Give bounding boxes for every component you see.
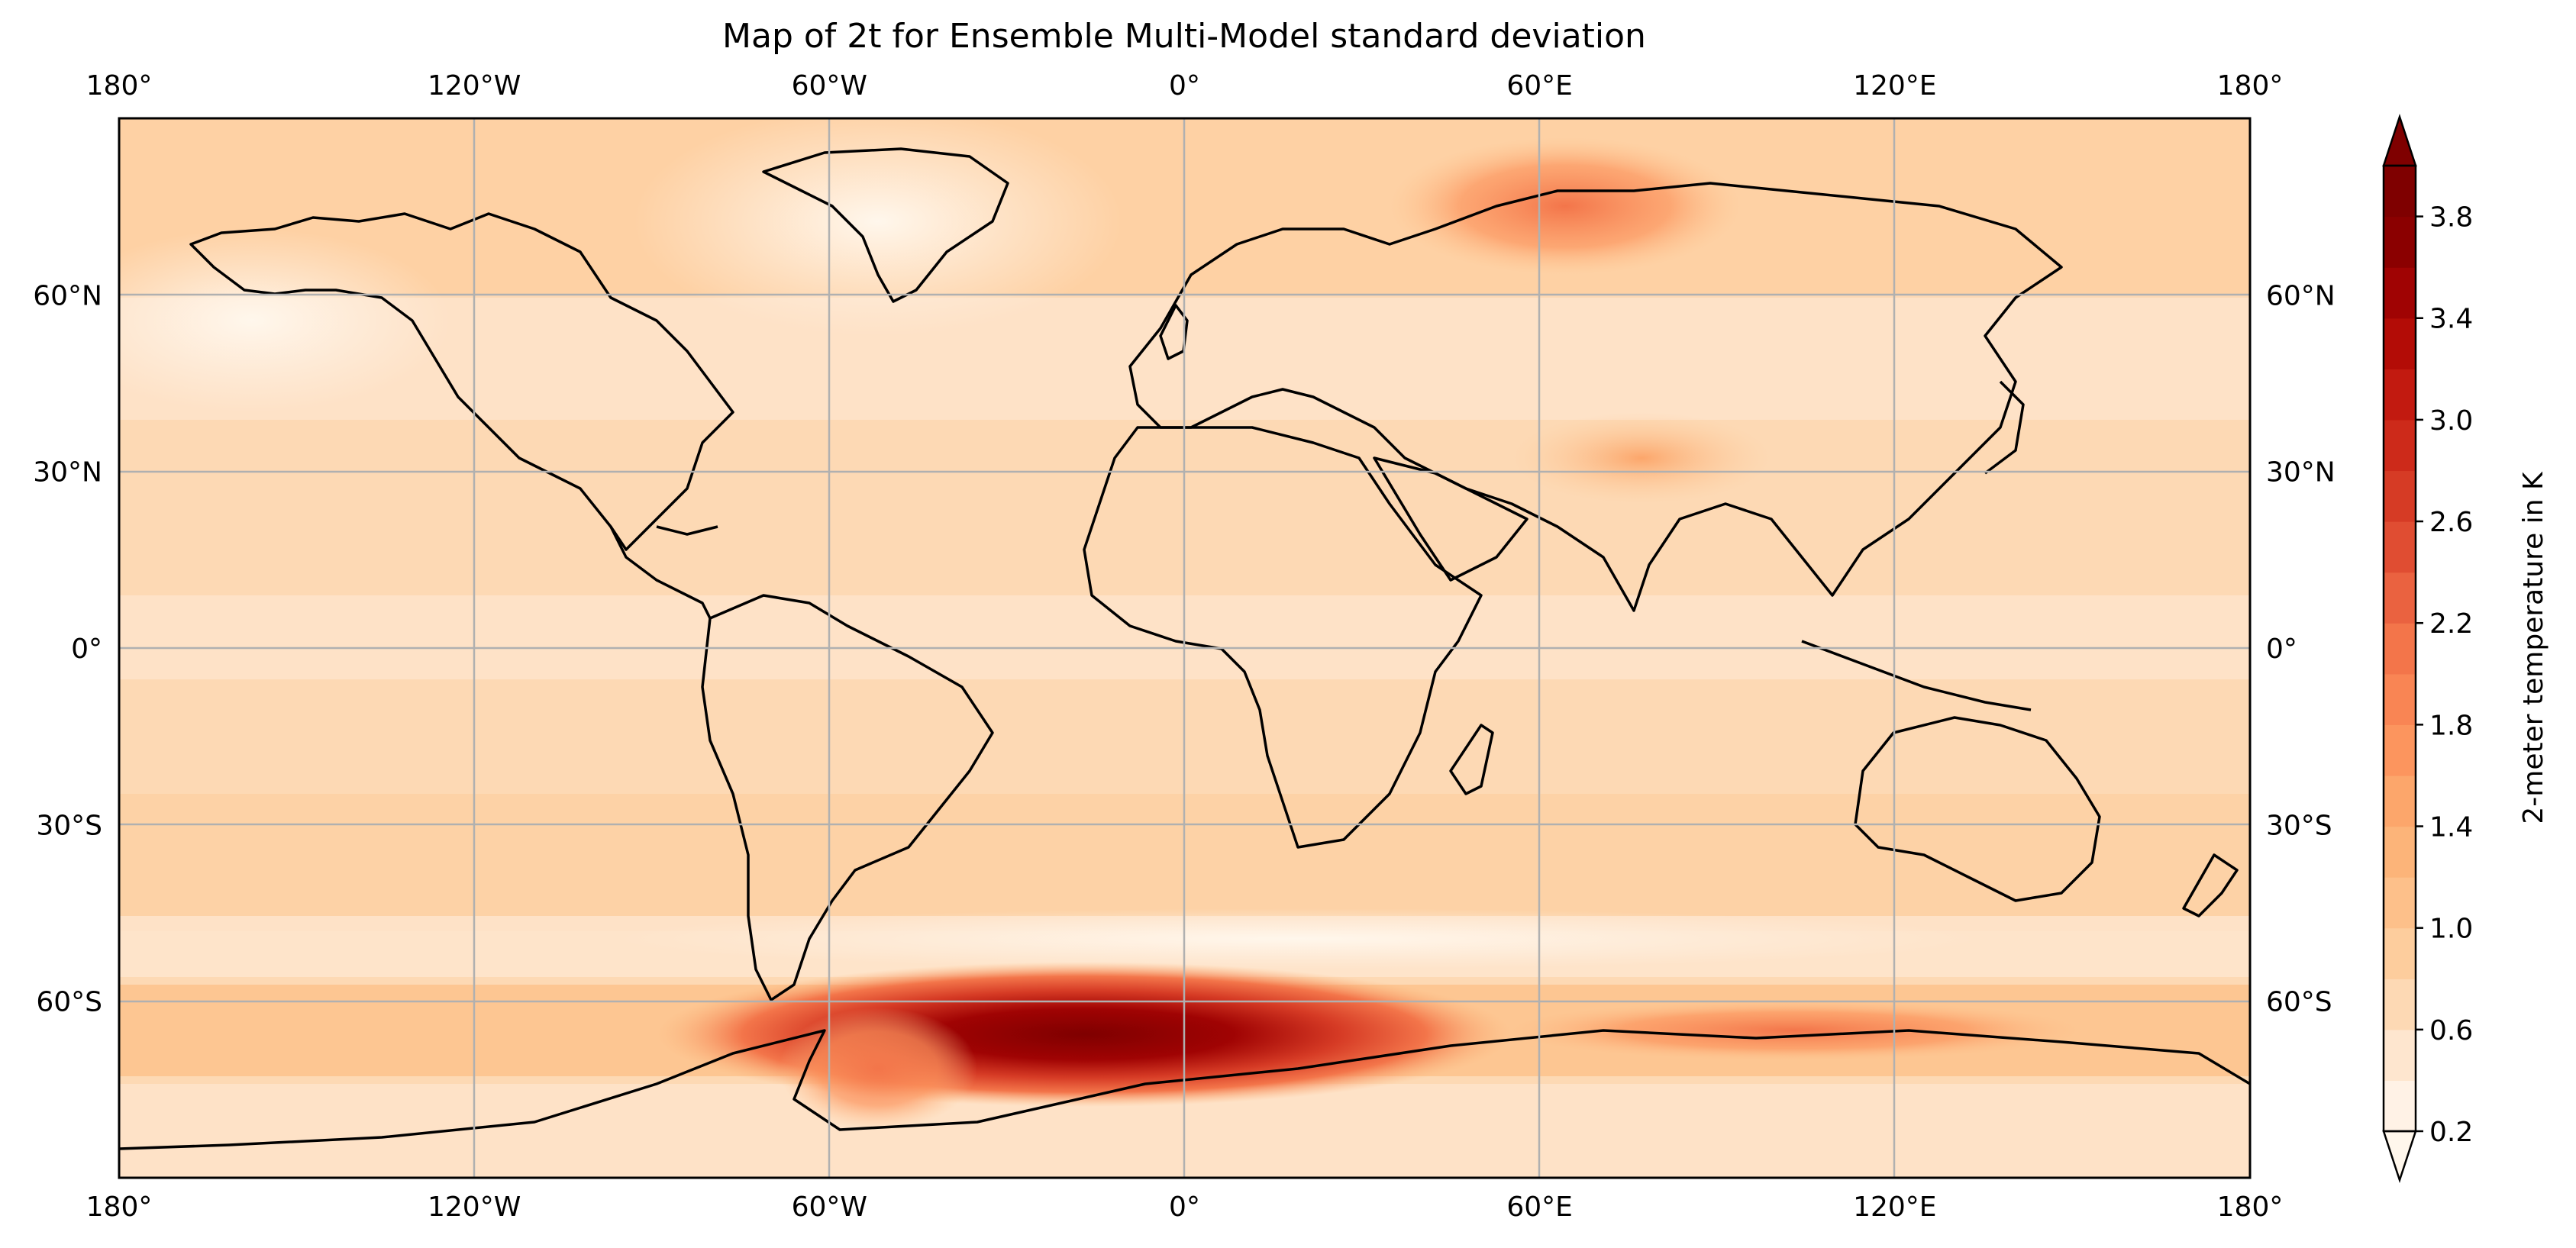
- colorbar-tick-label: 3.4: [2429, 304, 2473, 335]
- lat-tick-label-left: 60°S: [36, 987, 102, 1018]
- colorbar-segment: [2384, 979, 2416, 1030]
- colorbar-segment: [2384, 927, 2416, 979]
- colorbar-tick-label: 2.6: [2429, 507, 2473, 538]
- coastline-central-america: [609, 526, 712, 619]
- lat-tick-label-left: 30°N: [33, 457, 102, 489]
- colorbar-tick-label: 3.0: [2429, 405, 2473, 437]
- colorbar-segment: [2384, 724, 2416, 776]
- colorbar: 0.2 0.6 1.0 1.4 1.8 2.2 2.6 3.0 3.4 3.8 2-meter t…: [2382, 113, 2549, 1184]
- coastline-north-america: [189, 212, 734, 551]
- lon-tick-label-bottom: 60°W: [792, 1192, 867, 1223]
- coastline-antarctica: [119, 1029, 2250, 1150]
- field-hotspot-east-antarctic: [1504, 1000, 2084, 1061]
- colorbar-segment: [2384, 572, 2416, 624]
- lon-tick-label-top: 60°W: [792, 70, 867, 102]
- lat-tick-label-right: 0°: [2266, 634, 2297, 665]
- colorbar-label: 2-meter temperature in K: [2518, 471, 2549, 824]
- coastline-greenland: [762, 147, 1009, 303]
- colorbar-tick-label: 1.0: [2429, 914, 2473, 945]
- colorbar-tick-label: 0.6: [2429, 1015, 2473, 1046]
- lat-tick-labels-left: 60°N 30°N 0° 30°S 60°S: [33, 280, 102, 1017]
- colorbar-tick-label: 1.8: [2429, 710, 2473, 741]
- colorbar-segment: [2384, 877, 2416, 929]
- colorbar-segment: [2384, 216, 2416, 268]
- field-coldspot-north-pacific: [119, 229, 450, 412]
- colorbar-segment: [2384, 521, 2416, 573]
- coastline-uk: [1159, 304, 1189, 360]
- map-frame: [118, 117, 2252, 1179]
- colorbar-segment: [2384, 1080, 2416, 1132]
- lon-tick-label-bottom: 120°E: [1853, 1192, 1936, 1223]
- colorbar-segment: [2384, 267, 2416, 319]
- colorbar-frame: [2382, 164, 2417, 1133]
- gridlines: [119, 118, 2250, 1178]
- lat-tick-label-right: 30°N: [2266, 457, 2336, 489]
- chart-title: Map of 2t for Ensemble Multi-Model stand…: [722, 17, 1646, 56]
- coastline-indonesia: [1801, 640, 2032, 711]
- lon-tick-label-bottom: 180°: [2217, 1192, 2284, 1223]
- field-hotspot-siberia: [1390, 137, 1741, 275]
- coastline-new-zealand: [2182, 853, 2239, 917]
- lat-tick-labels-right: 60°N 30°N 0° 30°S 60°S: [2266, 280, 2336, 1017]
- lon-tick-label-top: 120°E: [1853, 70, 1936, 102]
- lat-tick-label-left: 30°S: [36, 810, 102, 841]
- lon-tick-label-top: 0°: [1169, 70, 1200, 102]
- colorbar-tick-label: 2.2: [2429, 608, 2473, 640]
- colorbar-segment: [2384, 623, 2416, 675]
- colorbar-tick-label: 0.2: [2429, 1117, 2473, 1148]
- colorbar-segment: [2384, 826, 2416, 878]
- field-hotspot-antarctic-peninsula: [779, 1008, 977, 1130]
- lon-tick-label-bottom: 0°: [1169, 1192, 1200, 1223]
- colorbar-segment: [2384, 166, 2416, 218]
- colorbar-segments: [2384, 166, 2416, 1132]
- colorbar-tick-label: 1.4: [2429, 812, 2473, 843]
- coastline-arabia: [1373, 456, 1528, 582]
- lat-tick-label-left: 0°: [71, 634, 102, 665]
- colorbar-segment: [2384, 673, 2416, 725]
- map-area[interactable]: [53, 107, 2250, 1178]
- coastline-madagascar: [1449, 724, 1494, 795]
- colorbar-tick-label: 3.8: [2429, 202, 2473, 234]
- colorbar-extend-under: [2382, 1130, 2417, 1184]
- lon-tick-label-bottom: 60°E: [1506, 1192, 1573, 1223]
- coastline-japan: [1984, 380, 2025, 475]
- lat-tick-label-right: 30°S: [2266, 810, 2332, 841]
- lat-tick-label-right: 60°S: [2266, 987, 2332, 1018]
- colorbar-segment: [2384, 318, 2416, 369]
- lon-tick-label-top: 120°W: [428, 70, 521, 102]
- lat-tick-label-left: 60°N: [33, 280, 102, 311]
- colorbar-extend-over: [2382, 113, 2417, 167]
- lon-tick-label-bottom: 120°W: [428, 1192, 521, 1223]
- lon-tick-labels-bottom: 180° 120°W 60°W 0° 60°E 120°E 180°: [86, 1192, 2284, 1223]
- coastline-caribbean: [656, 525, 718, 536]
- lon-tick-labels-top: 180° 120°W 60°W 0° 60°E 120°E 180°: [86, 70, 2284, 102]
- colorbar-segment: [2384, 1029, 2416, 1082]
- lon-tick-label-top: 180°: [86, 70, 153, 102]
- coastline-eurasia: [1128, 182, 2063, 612]
- lon-tick-label-bottom: 180°: [86, 1192, 153, 1223]
- field-coldspot-southern-ocean: [611, 908, 1985, 969]
- lon-tick-label-top: 180°: [2217, 70, 2284, 102]
- field-coldspot-north-atlantic: [634, 118, 1122, 336]
- colorbar-segment: [2384, 369, 2416, 421]
- colorbar-ticks: 0.2 0.6 1.0 1.4 1.8 2.2 2.6 3.0 3.4 3.8: [2416, 202, 2473, 1148]
- field-hotspot-tibet: [1512, 412, 1771, 504]
- colorbar-segment: [2384, 775, 2416, 827]
- lat-tick-label-right: 60°N: [2266, 280, 2336, 311]
- colorbar-segment: [2384, 470, 2416, 522]
- lon-tick-label-top: 60°E: [1506, 70, 1573, 102]
- coastline-africa: [1083, 426, 1483, 849]
- colorbar-segment: [2384, 419, 2416, 472]
